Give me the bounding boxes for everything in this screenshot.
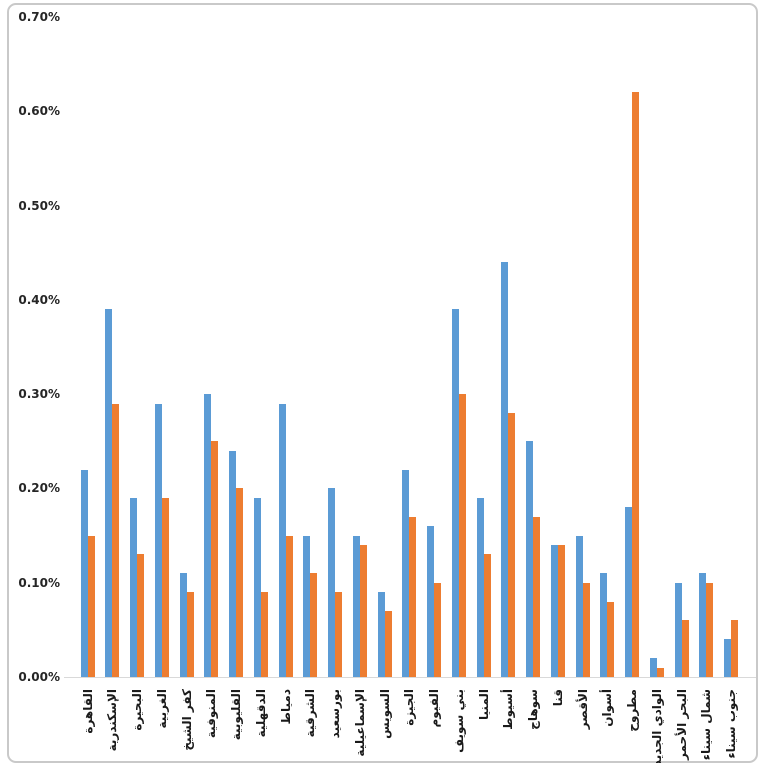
y-tick-label: 0.00% xyxy=(18,670,60,684)
bar-orange xyxy=(260,592,268,677)
bar-blue xyxy=(674,582,682,677)
bar-orange xyxy=(161,497,169,677)
x-category-label: البحر الأحمر xyxy=(674,689,689,761)
bar-orange xyxy=(557,545,565,677)
x-category-label: المنيا xyxy=(476,689,491,720)
x-category-label: المنوفية xyxy=(204,689,219,739)
bar-blue xyxy=(476,497,484,677)
bar-blue xyxy=(625,507,632,677)
bar-orange xyxy=(335,592,342,677)
y-tick-label: 0.40% xyxy=(18,292,60,307)
y-tick-label: 0.70% xyxy=(18,10,60,24)
bar-blue xyxy=(303,535,311,677)
x-category-label: مطروح xyxy=(625,689,639,732)
bar-blue xyxy=(377,592,385,677)
x-category-label: كفر الشيخ xyxy=(179,689,194,751)
x-category-label: الأقصر xyxy=(575,689,590,730)
y-tick-label: 0.10% xyxy=(18,575,60,590)
bar-blue xyxy=(253,497,261,677)
x-category-label: شمال سيناء xyxy=(699,689,714,761)
bar-blue xyxy=(501,262,509,677)
x-axis-line xyxy=(64,677,756,678)
bar-orange xyxy=(236,488,243,677)
bar-orange xyxy=(112,403,120,677)
bar-orange xyxy=(632,92,639,677)
bar-orange xyxy=(186,592,194,677)
bar-orange xyxy=(285,535,293,677)
bar-orange xyxy=(409,516,417,677)
bar-blue xyxy=(550,545,558,677)
bar-orange xyxy=(533,516,540,677)
bar-orange xyxy=(607,601,615,677)
x-category-label: الفيوم xyxy=(427,689,441,728)
x-category-label: جنوب سيناء xyxy=(724,689,738,759)
x-category-label: القاهرة xyxy=(80,689,95,734)
bar-blue xyxy=(229,450,236,677)
bar-blue xyxy=(154,403,162,677)
x-category-label: قنا xyxy=(550,689,565,707)
x-category-label: الغربية xyxy=(154,689,169,729)
x-category-label: القليوبية xyxy=(229,689,243,741)
bar-orange xyxy=(706,582,714,677)
x-category-label: الإسماعيلية xyxy=(352,689,367,757)
x-category-label: أسيوط xyxy=(501,689,516,730)
bar-blue xyxy=(600,573,608,677)
x-category-label: الدقهلية xyxy=(253,689,268,738)
y-tick-label: 0.60% xyxy=(18,104,60,119)
bar-blue xyxy=(526,441,533,677)
bar-blue xyxy=(451,309,459,677)
bar-blue xyxy=(179,573,187,677)
x-category-label: دمياط xyxy=(278,689,293,725)
bar-blue xyxy=(427,526,434,677)
bar-blue xyxy=(105,309,113,677)
bar-blue xyxy=(352,535,360,677)
x-category-label: الوادي الجديد xyxy=(649,689,664,763)
y-tick-label: 0.30% xyxy=(18,387,60,402)
bar-orange xyxy=(656,667,664,677)
x-category-label: الإسكندرية xyxy=(105,689,120,752)
x-category-label: الشرقية xyxy=(303,689,318,738)
bar-orange xyxy=(384,611,392,677)
bar-blue xyxy=(649,658,657,677)
x-category-label: سوهاج xyxy=(526,689,540,730)
bar-orange xyxy=(582,582,590,677)
bar-orange xyxy=(434,582,441,677)
bar-blue xyxy=(328,488,335,677)
bar-orange xyxy=(211,441,219,677)
bar-orange xyxy=(731,620,738,677)
y-tick-label: 0.20% xyxy=(18,481,60,496)
bar-orange xyxy=(359,545,367,677)
bar-orange xyxy=(137,554,144,677)
y-tick-label: 0.50% xyxy=(18,198,60,213)
bar-blue xyxy=(699,573,707,677)
x-category-label: الجيزة xyxy=(402,689,417,726)
bar-blue xyxy=(278,403,286,677)
x-category-label: السويس xyxy=(377,689,392,739)
x-category-label: بني سويف xyxy=(451,689,466,753)
bar-blue xyxy=(575,535,583,677)
bar-blue xyxy=(402,469,410,677)
bar-blue xyxy=(130,497,137,677)
bar-blue xyxy=(204,394,212,677)
bar-orange xyxy=(681,620,689,677)
x-category-label: البحيرة xyxy=(130,689,144,731)
x-category-label: بورسعيد xyxy=(328,689,342,739)
bar-orange xyxy=(310,573,318,677)
bar-orange xyxy=(483,554,491,677)
bar-blue xyxy=(80,469,88,677)
x-category-label: أسوان xyxy=(600,689,615,727)
bar-orange xyxy=(508,413,516,677)
bar-orange xyxy=(87,535,95,677)
bar-orange xyxy=(458,394,466,677)
bar-blue xyxy=(724,639,731,677)
